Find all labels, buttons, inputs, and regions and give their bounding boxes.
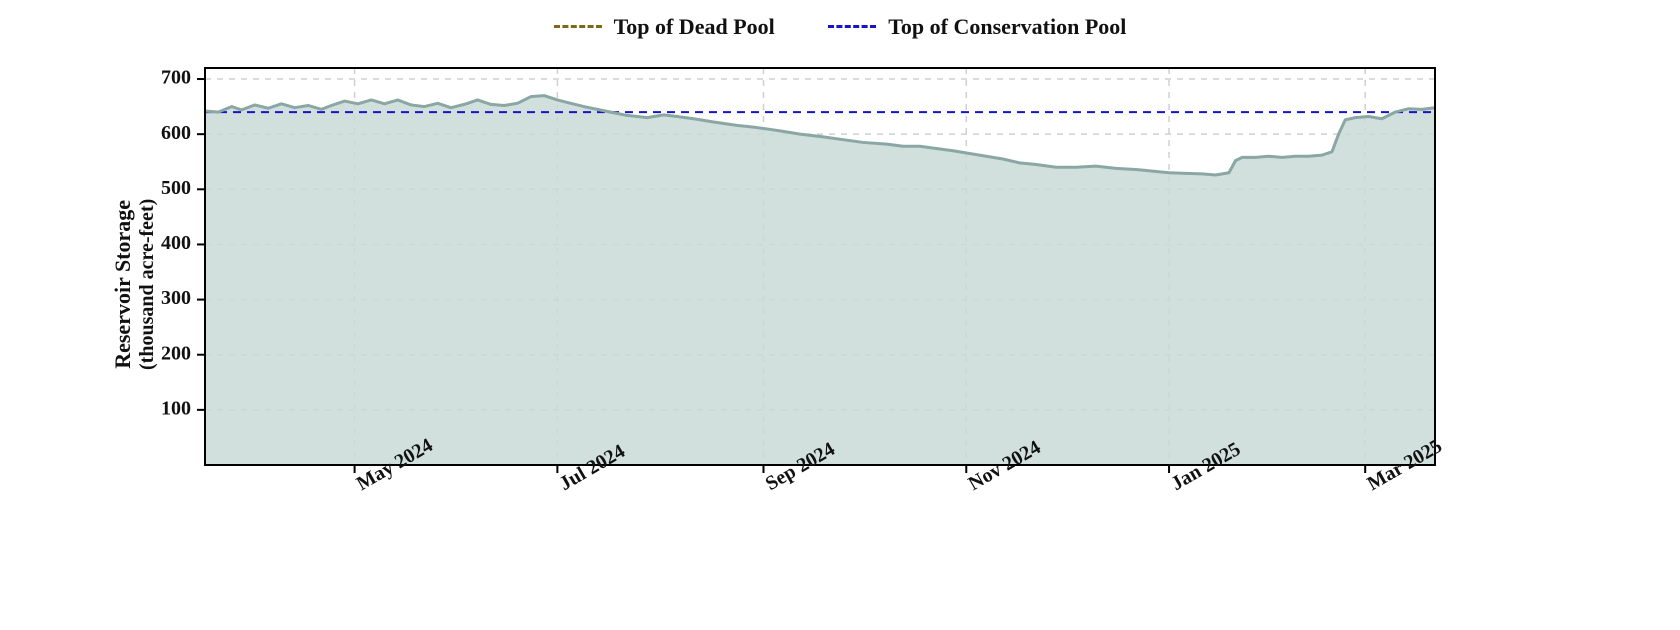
ytick-label: 100 bbox=[161, 397, 191, 419]
legend-item-dead-pool: Top of Dead Pool bbox=[554, 14, 775, 40]
chart-legend: Top of Dead Pool Top of Conservation Poo… bbox=[0, 8, 1680, 40]
y-axis-label-line2: (thousand acre-feet) bbox=[136, 199, 159, 370]
ytick-label: 200 bbox=[161, 342, 191, 364]
ytick-label: 600 bbox=[161, 122, 191, 144]
ytick-label: 300 bbox=[161, 287, 191, 309]
chart-svg: 100200300400500600700May 2024Jul 2024Sep… bbox=[0, 0, 1680, 630]
legend-swatch-dead-pool bbox=[554, 25, 602, 28]
storage-area bbox=[205, 96, 1435, 465]
y-axis-label-line1: Reservoir Storage bbox=[110, 200, 135, 369]
ytick-label: 400 bbox=[161, 232, 191, 254]
ytick-label: 500 bbox=[161, 177, 191, 199]
reservoir-storage-chart: Top of Dead Pool Top of Conservation Poo… bbox=[0, 0, 1680, 630]
legend-label-dead-pool: Top of Dead Pool bbox=[614, 14, 775, 40]
legend-item-conservation-pool: Top of Conservation Pool bbox=[828, 14, 1126, 40]
y-axis-label: Reservoir Storage (thousand acre-feet) bbox=[110, 199, 159, 370]
legend-label-conservation-pool: Top of Conservation Pool bbox=[888, 14, 1126, 40]
ytick-label: 700 bbox=[161, 67, 191, 89]
legend-swatch-conservation-pool bbox=[828, 25, 876, 28]
